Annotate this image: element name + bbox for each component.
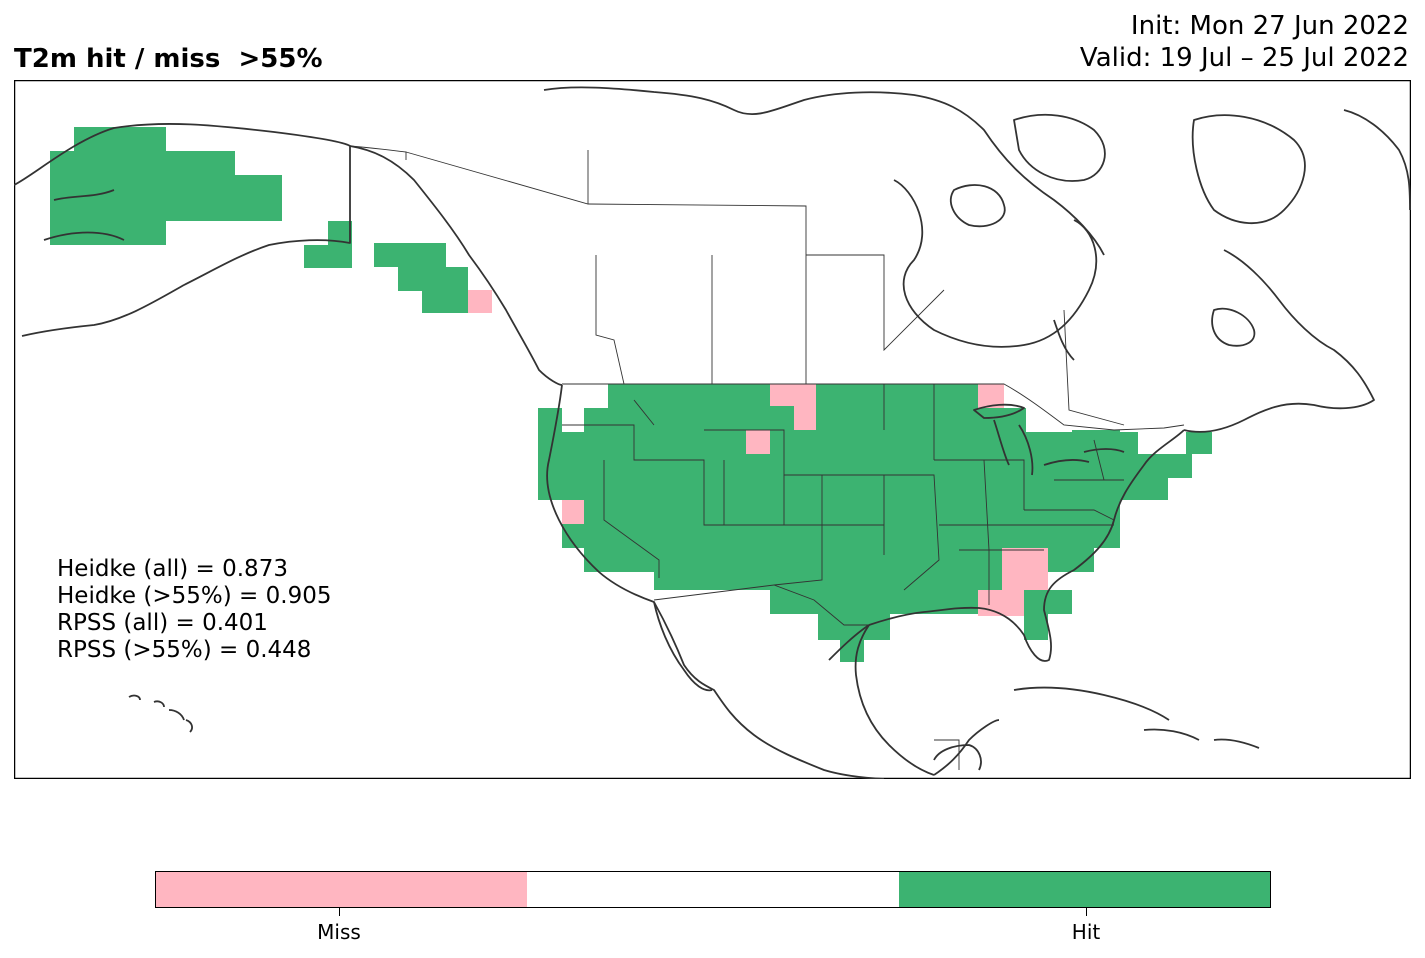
- forecast-grid: [50, 127, 1212, 662]
- map-title: T2m hit / miss >55%: [14, 44, 323, 74]
- skill-scores: Heidke (all) = 0.873 Heidke (>55%) = 0.9…: [57, 556, 331, 664]
- colorbar-neutral-segment: [527, 872, 899, 907]
- hit-label: Hit: [1071, 920, 1101, 944]
- political-borders: [349, 145, 1185, 770]
- rpss-all: RPSS (all) = 0.401: [57, 610, 268, 636]
- date-info: Init: Mon 27 Jun 2022 Valid: 19 Jul – 25…: [1080, 10, 1409, 74]
- coastlines: [14, 86, 1411, 779]
- valid-range: Valid: 19 Jul – 25 Jul 2022: [1079, 43, 1409, 73]
- colorbar-miss-segment: [156, 872, 528, 907]
- init-date: Init: Mon 27 Jun 2022: [1130, 11, 1409, 41]
- heidke-all: Heidke (all) = 0.873: [57, 556, 288, 582]
- miss-cells-conus: [562, 384, 1048, 616]
- colorbar-hit-segment: [898, 872, 1270, 907]
- miss-cell: [468, 290, 492, 313]
- map-panel: [14, 80, 1411, 779]
- miss-label: Miss: [317, 920, 361, 944]
- hit-tick: [1086, 908, 1087, 916]
- miss-tick: [339, 908, 340, 916]
- colorbar: [155, 871, 1271, 908]
- heidke-55: Heidke (>55%) = 0.905: [57, 583, 332, 609]
- rpss-55: RPSS (>55%) = 0.448: [57, 637, 312, 663]
